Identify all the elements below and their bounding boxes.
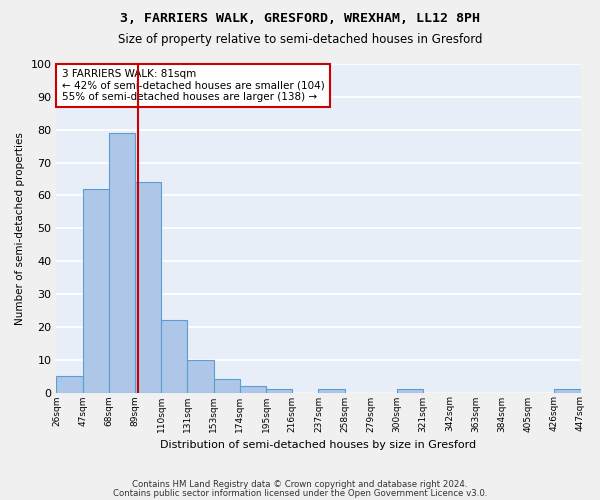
Bar (109, 133, 135, 392)
Text: Contains HM Land Registry data © Crown copyright and database right 2024.: Contains HM Land Registry data © Crown c… (132, 480, 468, 489)
Bar (161, 320, 187, 392)
Bar (240, 386, 266, 392)
Bar (554, 389, 581, 392)
Y-axis label: Number of semi-detached properties: Number of semi-detached properties (15, 132, 25, 324)
Bar (397, 389, 423, 392)
Bar (56, 376, 83, 392)
X-axis label: Distribution of semi-detached houses by size in Gresford: Distribution of semi-detached houses by … (160, 440, 476, 450)
Text: 3 FARRIERS WALK: 81sqm
← 42% of semi-detached houses are smaller (104)
55% of se: 3 FARRIERS WALK: 81sqm ← 42% of semi-det… (62, 69, 325, 102)
Bar (135, 182, 161, 392)
Bar (187, 360, 214, 392)
Text: Size of property relative to semi-detached houses in Gresford: Size of property relative to semi-detach… (118, 32, 482, 46)
Text: 3, FARRIERS WALK, GRESFORD, WREXHAM, LL12 8PH: 3, FARRIERS WALK, GRESFORD, WREXHAM, LL1… (120, 12, 480, 26)
Bar (83, 189, 109, 392)
Bar (319, 389, 344, 392)
Bar (214, 380, 240, 392)
Text: Contains public sector information licensed under the Open Government Licence v3: Contains public sector information licen… (113, 488, 487, 498)
Bar (266, 389, 292, 392)
